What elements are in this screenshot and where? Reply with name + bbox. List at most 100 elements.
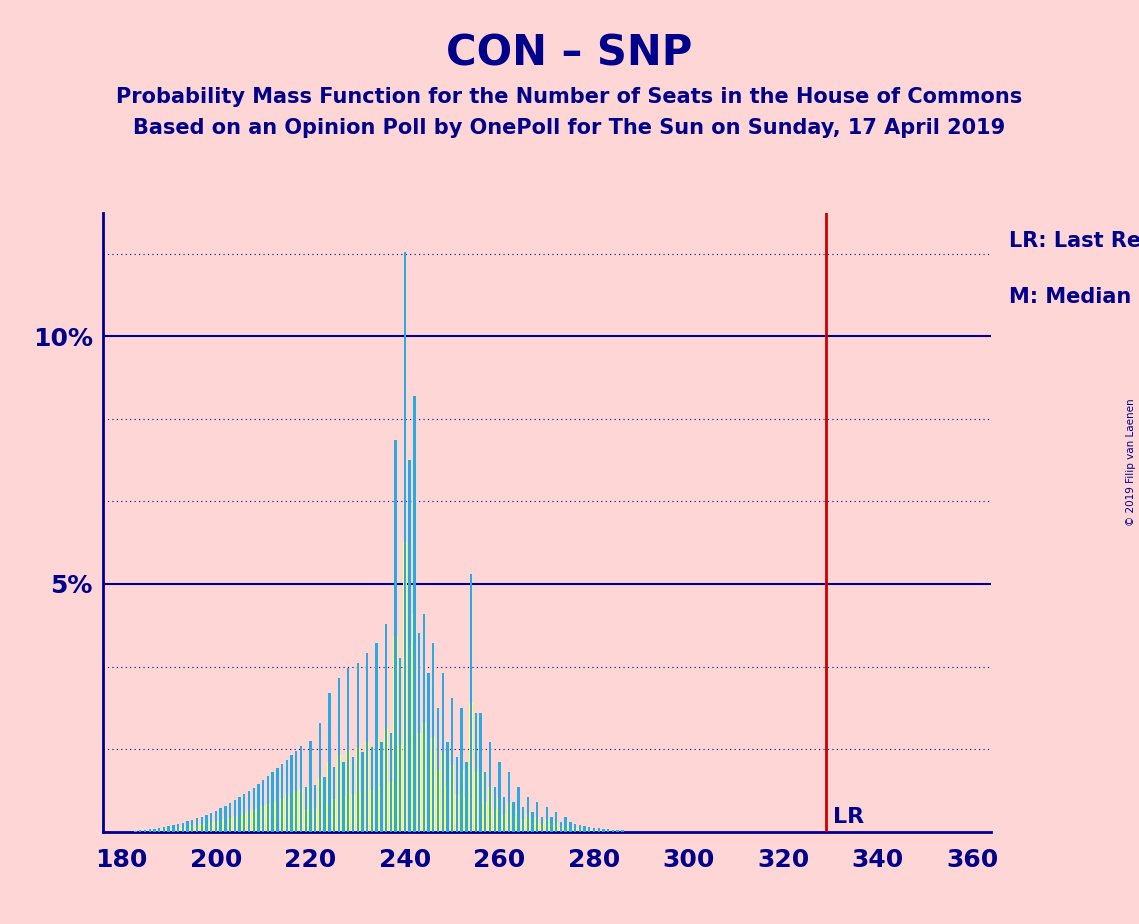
Bar [446,743,449,832]
Bar [370,789,374,832]
Bar [205,815,207,832]
Bar [616,830,618,832]
Bar [247,811,251,832]
Bar [408,646,411,832]
Bar [598,828,600,832]
Bar [451,698,453,832]
Bar [262,780,264,832]
Bar [432,643,434,832]
Bar [475,712,477,832]
Bar [502,814,506,832]
Bar [508,772,510,832]
Bar [187,821,189,832]
Bar [493,809,497,832]
Bar [546,807,548,832]
Bar [167,826,170,832]
Bar [465,762,468,832]
Bar [333,767,335,832]
Bar [417,733,421,832]
Text: © 2019 Filip van Laenen: © 2019 Filip van Laenen [1126,398,1136,526]
Bar [313,808,317,832]
Bar [583,826,585,832]
Bar [568,827,573,832]
Bar [154,829,156,832]
Bar [265,804,270,832]
Bar [304,808,308,832]
Text: CON – SNP: CON – SNP [446,32,693,74]
Bar [526,796,528,832]
Bar [399,745,402,832]
Bar [588,829,591,832]
Bar [465,796,468,832]
Bar [144,830,146,832]
Bar [347,668,350,832]
Bar [478,772,483,832]
Bar [210,813,212,832]
Bar [243,795,246,832]
Text: Based on an Opinion Poll by OnePoll for The Sun on Sunday, 17 April 2019: Based on an Opinion Poll by OnePoll for … [133,118,1006,139]
Bar [238,797,240,832]
Bar [294,791,298,832]
Bar [564,824,567,832]
Bar [409,460,411,832]
Text: Probability Mass Function for the Number of Seats in the House of Commons: Probability Mass Function for the Number… [116,87,1023,107]
Bar [290,755,293,832]
Bar [380,743,383,832]
Bar [574,824,576,832]
Bar [544,820,549,832]
Bar [223,819,228,832]
Text: LR: Last Result: LR: Last Result [1009,231,1139,251]
Bar [229,803,231,832]
Bar [611,831,615,832]
Bar [215,810,218,832]
Bar [148,831,151,832]
Bar [592,828,596,832]
Bar [276,800,279,832]
Bar [355,748,360,832]
Text: LR: LR [833,807,863,827]
Bar [352,758,354,832]
Bar [450,765,454,832]
Bar [498,796,501,832]
Bar [555,821,558,832]
Bar [318,777,322,832]
Bar [555,812,557,832]
Bar [511,817,516,832]
Bar [144,831,147,832]
Bar [243,813,246,832]
Bar [370,748,374,832]
Bar [214,821,218,832]
Text: M: Median: M: Median [1009,286,1131,307]
Bar [342,796,345,832]
Bar [379,787,384,832]
Bar [493,787,495,832]
Bar [592,830,596,832]
Bar [549,824,554,832]
Bar [238,815,241,832]
Bar [333,799,336,832]
Bar [412,614,417,832]
Bar [393,636,398,832]
Bar [267,776,269,832]
Bar [224,806,227,832]
Bar [384,727,388,832]
Bar [177,828,180,832]
Bar [285,796,289,832]
Bar [487,787,492,832]
Bar [541,817,543,832]
Bar [469,703,473,832]
Bar [513,802,515,832]
Bar [276,768,279,832]
Bar [309,786,312,832]
Bar [253,787,255,832]
Bar [522,807,524,832]
Bar [172,825,174,832]
Bar [337,678,339,832]
Bar [403,252,407,832]
Bar [388,782,393,832]
Bar [248,791,251,832]
Bar [436,770,440,832]
Bar [195,825,199,832]
Bar [521,820,525,832]
Bar [483,802,487,832]
